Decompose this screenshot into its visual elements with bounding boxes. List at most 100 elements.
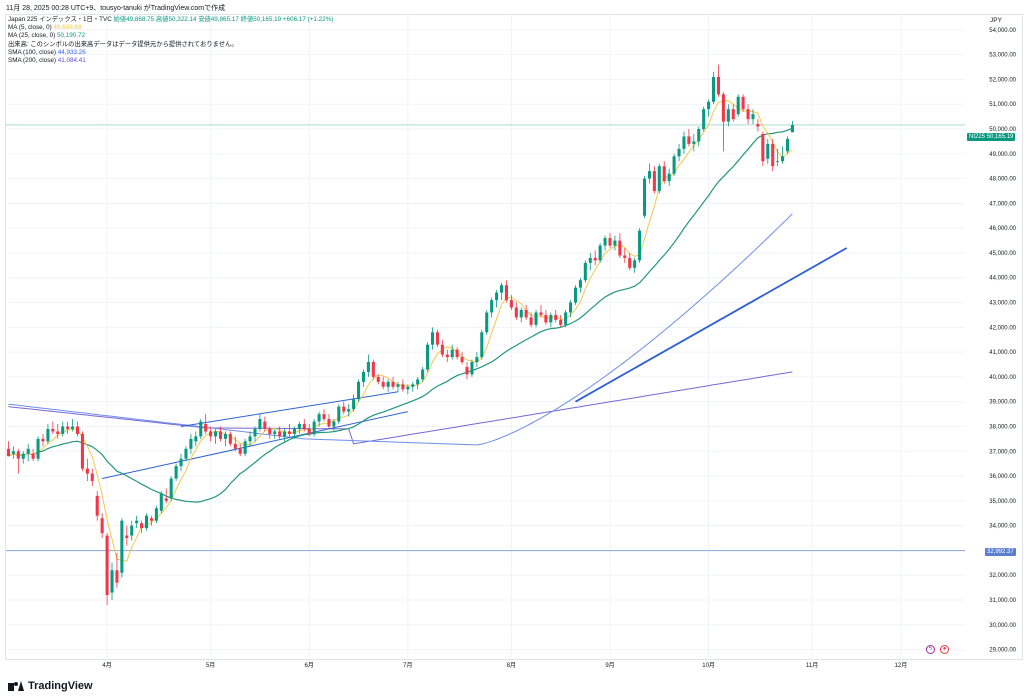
legend-sma100[interactable]: SMA (100, close) 44,933.26 (8, 49, 333, 57)
candle (628, 252, 632, 271)
candle-body (125, 535, 129, 539)
candle (361, 369, 365, 387)
candle (125, 525, 129, 546)
flash-icon[interactable]: ϟ (926, 645, 935, 654)
ma5-path (8, 100, 793, 562)
candle-body (140, 523, 144, 529)
sma200-path (8, 371, 793, 445)
candle-body (95, 495, 99, 516)
candle (273, 428, 277, 439)
event-icon[interactable]: ● (940, 645, 949, 654)
candle-body (204, 423, 208, 432)
trendline (575, 247, 848, 403)
candles (6, 64, 794, 605)
y-tick-label: 52,000.00 (989, 77, 1016, 83)
sma100-path (8, 213, 793, 446)
ma25-value: 50,190.72 (57, 32, 86, 40)
candle-body (223, 433, 227, 439)
candle (569, 300, 573, 318)
candle-body (159, 493, 163, 511)
candle-body (435, 332, 439, 345)
candle-body (352, 399, 356, 410)
grid (6, 15, 965, 657)
legend-ma5[interactable]: MA (5, close, 0) 49,609.69 (8, 24, 333, 32)
candle-body (480, 332, 484, 358)
y-tick-label: 46,000.00 (989, 226, 1016, 232)
sma200-value: 41,084.41 (57, 57, 86, 65)
trendlines[interactable] (102, 247, 848, 480)
candle (608, 233, 612, 249)
candle-body (569, 302, 573, 313)
candle-body (485, 312, 489, 333)
candle-body (588, 257, 592, 263)
candle (455, 347, 459, 360)
currency-label[interactable]: JPY (990, 17, 1002, 24)
legend-ma25[interactable]: MA (25, close, 0) 50,190.72 (8, 32, 333, 40)
candle (204, 414, 208, 434)
candle (618, 233, 622, 258)
brand-name: TradingView (28, 680, 93, 692)
candle (766, 138, 770, 164)
candle-body (455, 349, 459, 358)
legend-sma200[interactable]: SMA (200, close) 41,084.41 (8, 57, 333, 65)
y-tick-label: 30,000.00 (989, 623, 1016, 629)
candle-body (61, 426, 65, 434)
candle-body (514, 307, 518, 318)
candle (95, 490, 99, 521)
y-tick-label: 43,000.00 (989, 301, 1016, 307)
candle (194, 431, 198, 447)
candle (785, 136, 790, 154)
candle (761, 131, 765, 167)
hline-price-value: 32,992.37 (987, 549, 1014, 555)
candle (588, 252, 592, 271)
candle (623, 248, 627, 263)
candle-body (519, 309, 523, 318)
candle-body (115, 570, 119, 583)
legend-symbol[interactable]: Japan 225 インデックス・1日・TVC (8, 16, 112, 23)
candle (253, 426, 257, 442)
candle (218, 426, 223, 442)
y-tick-label: 50,000.00 (989, 127, 1016, 133)
ma25-path (8, 127, 793, 503)
candle-body (721, 94, 725, 122)
candle (524, 305, 528, 320)
candle (450, 344, 454, 360)
chart-header: 11月 28, 2025 00:28 UTC+9、tousyo-tanuki が… (6, 5, 226, 12)
candle-body (549, 314, 553, 323)
candle (435, 329, 439, 348)
candle-body (751, 114, 755, 120)
candle (381, 376, 385, 390)
candle (292, 426, 296, 439)
y-tick-label: 45,000.00 (989, 251, 1016, 257)
candle-body (603, 238, 607, 246)
candle-body (307, 428, 311, 434)
candle-body (51, 428, 55, 432)
candle-body (243, 441, 247, 454)
candle (756, 119, 760, 132)
candle (549, 312, 553, 328)
candle-body (460, 357, 464, 363)
y-tick-label: 42,000.00 (989, 325, 1016, 331)
candle (75, 421, 80, 437)
candle (130, 520, 134, 541)
candle-body (253, 428, 257, 437)
candle (199, 419, 203, 439)
candle (391, 376, 395, 390)
candle (716, 64, 720, 97)
candle (677, 143, 681, 162)
candle-body (430, 332, 435, 345)
candle-body (667, 173, 671, 182)
candle (357, 379, 361, 402)
candle (6, 441, 10, 457)
candle (352, 394, 356, 412)
candle (317, 411, 321, 427)
candle-body (598, 245, 602, 261)
brand[interactable]: TradingView (8, 680, 93, 692)
candle (228, 431, 232, 447)
ma5-label: MA (5, close, 0) (8, 24, 52, 32)
candle (312, 419, 316, 437)
candle (426, 342, 430, 372)
y-tick-label: 39,000.00 (989, 400, 1016, 406)
y-tick-label: 44,000.00 (989, 276, 1016, 282)
